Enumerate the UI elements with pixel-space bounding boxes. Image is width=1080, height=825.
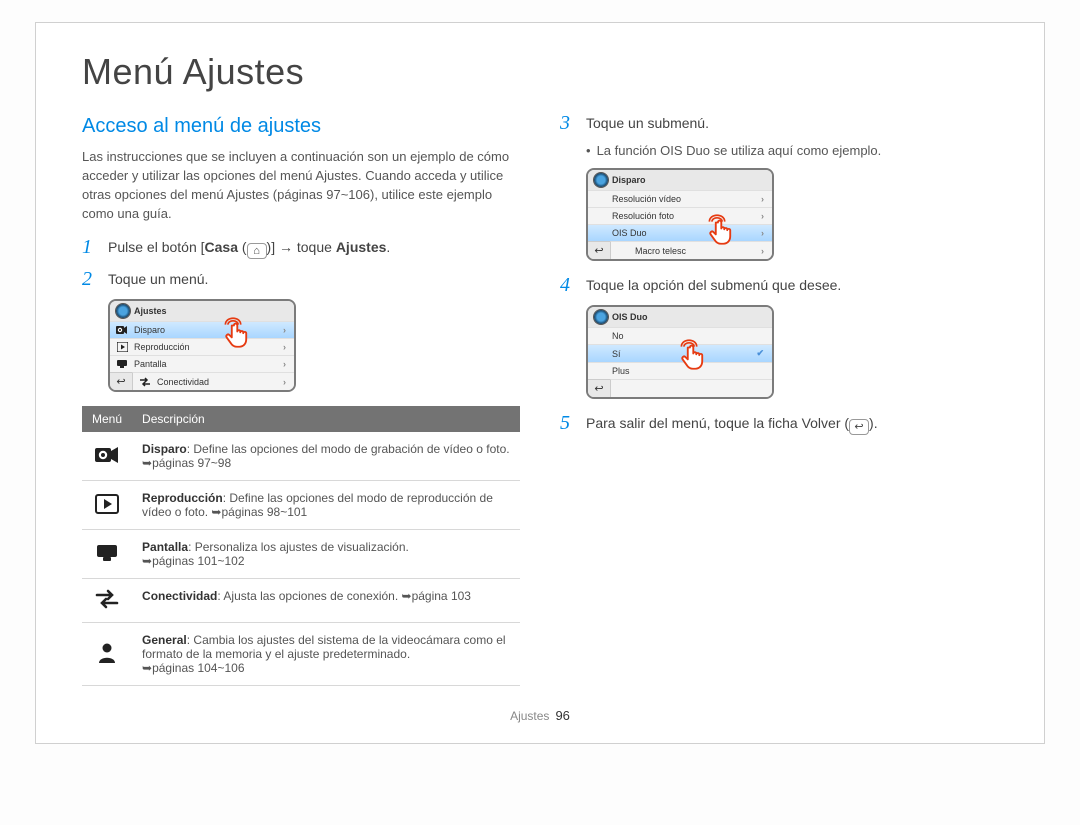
gear-icon xyxy=(594,310,608,324)
play-icon xyxy=(82,481,132,530)
right-column: 3 Toque un submenú. La función OIS Duo s… xyxy=(560,107,998,686)
intro-text: Las instrucciones que se incluyen a cont… xyxy=(82,148,520,223)
camera-icon xyxy=(82,432,132,481)
device-row: Plus xyxy=(588,362,772,379)
device-screenshot-oisduo: OIS Duo No Sí✔ Plus ↩ xyxy=(586,305,774,399)
step-text: Pulse el botón [Casa (⌂)] → toque Ajuste… xyxy=(108,237,390,259)
chevron-right-icon: › xyxy=(761,246,764,256)
back-icon: ↩ xyxy=(588,379,610,397)
page-title: Menú Ajustes xyxy=(82,51,998,93)
step-number: 1 xyxy=(82,237,98,259)
device-row: Conectividad› xyxy=(132,372,294,390)
chevron-right-icon: › xyxy=(283,325,286,335)
gear-icon xyxy=(116,304,130,318)
check-icon: ✔ xyxy=(756,348,764,359)
table-row: Pantalla: Personaliza los ajustes de vis… xyxy=(82,530,520,579)
step-text: Para salir del menú, toque la ficha Volv… xyxy=(586,413,878,435)
chevron-right-icon: › xyxy=(283,377,286,387)
manual-page: Menú Ajustes Acceso al menú de ajustes L… xyxy=(35,22,1045,744)
chevron-right-icon: › xyxy=(761,211,764,221)
table-row: Disparo: Define las opciones del modo de… xyxy=(82,432,520,481)
device-row: Sí✔ xyxy=(588,344,772,362)
device-screenshot-disparo: Disparo Resolución vídeo› Resolución fot… xyxy=(586,168,774,261)
chevron-right-icon: › xyxy=(761,228,764,238)
step-4: 4 Toque la opción del submenú que desee. xyxy=(560,275,998,295)
table-header-menu: Menú xyxy=(82,406,132,432)
connectivity-icon xyxy=(82,579,132,623)
step-number: 4 xyxy=(560,275,576,295)
back-icon: ↩ xyxy=(110,372,132,390)
step-number: 2 xyxy=(82,269,98,289)
chevron-right-icon: › xyxy=(283,359,286,369)
step-number: 3 xyxy=(560,113,576,133)
display-icon xyxy=(82,530,132,579)
step-text: Toque la opción del submenú que desee. xyxy=(586,275,841,295)
table-row: Conectividad: Ajusta las opciones de con… xyxy=(82,579,520,623)
step-number: 5 xyxy=(560,413,576,435)
user-icon xyxy=(82,623,132,686)
device-header: OIS Duo xyxy=(588,307,772,327)
step-1: 1 Pulse el botón [Casa (⌂)] → toque Ajus… xyxy=(82,237,520,259)
device-row: Macro telesc› xyxy=(610,241,772,259)
device-row: Disparo› xyxy=(110,321,294,338)
device-row: Resolución vídeo› xyxy=(588,190,772,207)
menu-description-table: Menú Descripción Disparo: Define las opc… xyxy=(82,406,520,686)
section-heading: Acceso al menú de ajustes xyxy=(82,115,520,138)
play-icon xyxy=(116,342,128,352)
device-row: Pantalla› xyxy=(110,355,294,372)
step-text: Toque un menú. xyxy=(108,269,208,289)
back-icon: ↩ xyxy=(849,419,869,435)
table-row: Reproducción: Define las opciones del mo… xyxy=(82,481,520,530)
device-header: Disparo xyxy=(588,170,772,190)
step-3: 3 Toque un submenú. xyxy=(560,113,998,133)
step-5: 5 Para salir del menú, toque la ficha Vo… xyxy=(560,413,998,435)
step-2: 2 Toque un menú. xyxy=(82,269,520,289)
gear-icon xyxy=(594,173,608,187)
device-screenshot-ajustes: Ajustes Disparo› Reproducción› xyxy=(108,299,296,392)
device-row: OIS Duo› xyxy=(588,224,772,241)
page-footer: Ajustes96 xyxy=(82,708,998,723)
table-row: General: Cambia los ajustes del sistema … xyxy=(82,623,520,686)
device-row: Resolución foto› xyxy=(588,207,772,224)
back-icon: ↩ xyxy=(588,241,610,259)
step-text: Toque un submenú. xyxy=(586,113,709,133)
chevron-right-icon: › xyxy=(761,194,764,204)
home-icon: ⌂ xyxy=(247,243,267,259)
chevron-right-icon: › xyxy=(283,342,286,352)
device-row: No xyxy=(588,327,772,344)
display-icon xyxy=(116,359,128,369)
device-row-empty xyxy=(610,379,772,397)
left-column: Acceso al menú de ajustes Las instruccio… xyxy=(82,107,520,686)
device-header: Ajustes xyxy=(110,301,294,321)
step-3-bullet: La función OIS Duo se utiliza aquí como … xyxy=(586,143,998,158)
connectivity-icon xyxy=(139,377,151,387)
table-header-desc: Descripción xyxy=(132,406,520,432)
camera-icon xyxy=(116,325,128,335)
device-row: Reproducción› xyxy=(110,338,294,355)
